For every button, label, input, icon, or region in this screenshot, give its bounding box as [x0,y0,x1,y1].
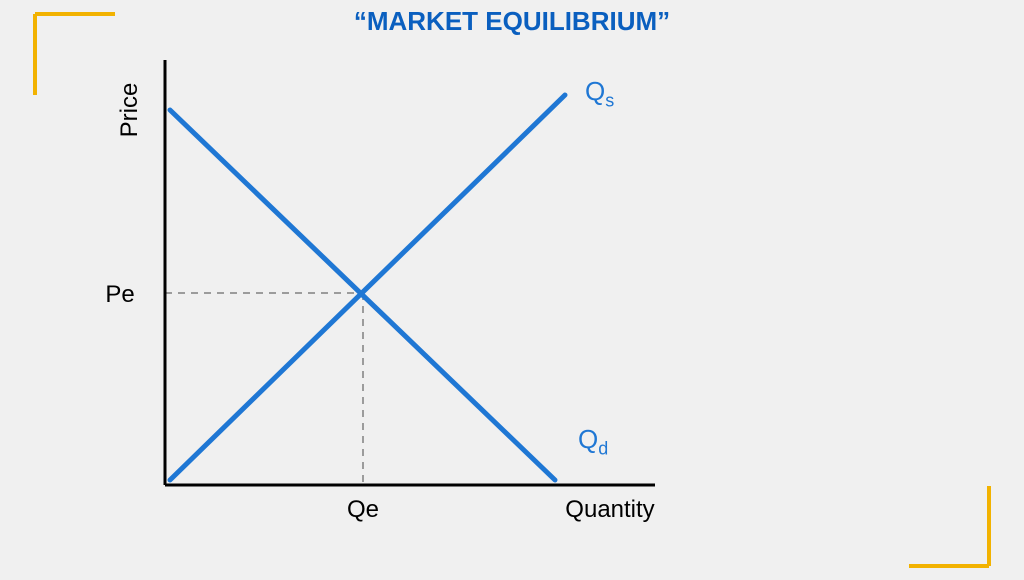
chart-svg: “MARKET EQUILIBRIUM” Quantity Price Qs Qd Pe Q… [0,0,1024,580]
demand-label: Qd [578,424,608,459]
x-axis-label: Quantity [565,496,654,523]
equilibrium-price-label: Pe [105,281,134,308]
supply-curve [170,95,565,480]
equilibrium-quantity-label: Qe [347,496,379,523]
slide-canvas: “MARKET EQUILIBRIUM” Quantity Price Qs Qd Pe Q… [0,0,1024,580]
chart-title: “MARKET EQUILIBRIUM” [354,6,670,36]
y-axis-label: Price [116,83,143,138]
supply-label: Qs [585,76,614,111]
